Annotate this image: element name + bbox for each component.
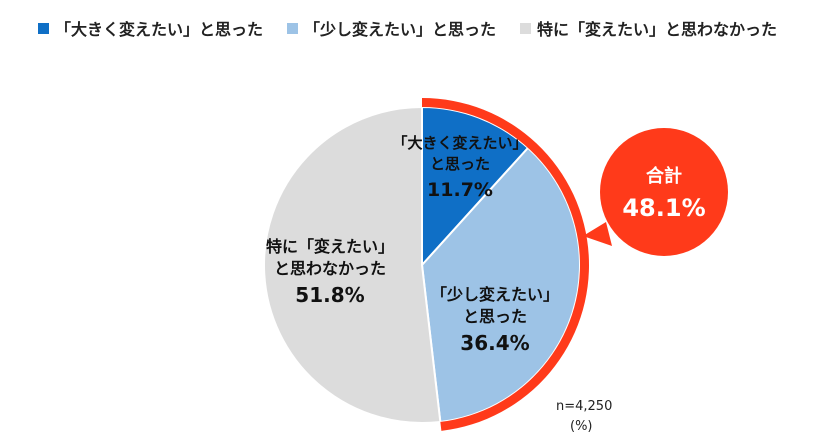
legend-swatch	[520, 22, 532, 34]
legend-label: 「少し変えたい」と思った	[304, 20, 497, 39]
slice-label: と思った	[430, 155, 490, 173]
legend-item: 特に「変えたい」と思わなかった	[520, 16, 777, 40]
total-label: 合計	[646, 165, 682, 187]
sample-size: n=4,250	[556, 399, 612, 414]
callout-tail	[583, 222, 612, 246]
legend: 「大きく変えたい」と思った 「少し変えたい」と思った 特に「変えたい」と思わなかった	[38, 15, 801, 41]
slice-value: 11.7%	[427, 179, 493, 201]
slice-label-group: 「少し変えたい」と思った 36.4%	[431, 285, 559, 355]
slice-value: 36.4%	[460, 331, 529, 355]
slice-label: と思った	[463, 307, 527, 326]
unit-label: (%)	[570, 419, 593, 434]
legend-swatch	[38, 22, 49, 34]
slice-label-group: 「大きく変えたい」と思った 11.7%	[392, 134, 527, 201]
legend-swatch	[287, 22, 299, 34]
slice-label: 「大きく変えたい」	[392, 134, 527, 152]
pie-slice	[263, 105, 442, 424]
legend-item: 「少し変えたい」と思った	[287, 16, 496, 40]
slice-label: と思わなかった	[274, 259, 386, 278]
slice-label: 特に「変えたい」	[266, 237, 394, 256]
legend-label: 「大きく変えたい」と思った	[55, 20, 264, 39]
slice-label: 「少し変えたい」	[431, 285, 559, 304]
pie-slice	[420, 146, 581, 424]
slice-label-group: 特に「変えたい」と思わなかった 51.8%	[266, 237, 394, 307]
total-value: 48.1%	[622, 194, 705, 222]
total-callout-bubble	[600, 128, 728, 256]
legend-item: 「大きく変えたい」と思った	[38, 16, 263, 40]
slice-value: 51.8%	[295, 283, 364, 307]
legend-label: 特に「変えたい」と思わなかった	[537, 20, 778, 39]
